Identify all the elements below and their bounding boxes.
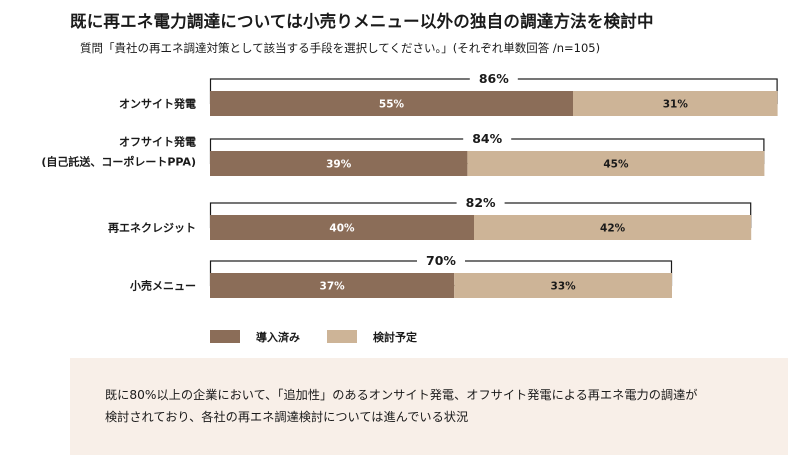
bar-planned	[454, 273, 672, 298]
bar-implemented	[210, 151, 468, 176]
bar-implemented	[210, 91, 573, 116]
data-label-planned: 31%	[663, 99, 689, 111]
data-label-implemented: 40%	[329, 223, 355, 235]
total-label: 70%	[426, 253, 456, 268]
summary-note-line: 既に80%以上の企業において、「追加性」のあるオンサイト発電、オフサイト発電によ…	[105, 388, 698, 402]
data-label-implemented: 37%	[320, 281, 346, 293]
stacked-bar-chart: 86% 55% 31% オンサイト発電 84% 39% 45% オフサイト発電 (自己託送、コー…	[41, 70, 778, 344]
bar-implemented	[210, 273, 455, 298]
category-label: オンサイト発電	[119, 97, 196, 111]
total-label-bg	[456, 194, 505, 210]
legend-label: 導入済み	[256, 330, 300, 344]
summary-note-line: 検討されており、各社の再エネ調達検討については進んでいる状況	[105, 410, 469, 424]
category-label: (自己託送、コーポレートPPA)	[41, 155, 196, 169]
data-label-planned: 45%	[603, 159, 629, 171]
category-label: オフサイト発電	[119, 135, 196, 149]
category-label: 再エネクレジット	[108, 222, 196, 235]
data-label-implemented: 39%	[326, 159, 352, 171]
chart-title: 既に再エネ電力調達については小売りメニュー以外の独自の調達方法を検討中	[70, 12, 654, 31]
total-label-bg	[417, 252, 465, 268]
summary-note: 既に80%以上の企業において、「追加性」のあるオンサイト発電、オフサイト発電によ…	[70, 358, 788, 455]
data-label-planned: 42%	[600, 223, 626, 235]
total-label: 82%	[466, 195, 496, 210]
legend-swatch	[327, 330, 357, 343]
total-label: 86%	[479, 71, 509, 86]
bar-planned	[467, 151, 765, 176]
chart-subtitle: 質問「貴社の再エネ調達対策として該当する手段を選択してください。」(それぞれ単数…	[80, 41, 601, 55]
bar-planned	[474, 215, 752, 240]
total-label: 84%	[472, 131, 502, 146]
data-label-implemented: 55%	[379, 99, 405, 111]
legend-label: 検討予定	[373, 330, 417, 344]
bar-planned	[573, 91, 778, 116]
legend-swatch	[210, 330, 240, 343]
total-label-bg	[469, 70, 518, 86]
category-label: 小売メニュー	[129, 279, 196, 293]
data-label-planned: 33%	[551, 281, 577, 293]
bar-implemented	[210, 215, 474, 240]
total-label-bg	[463, 130, 512, 146]
